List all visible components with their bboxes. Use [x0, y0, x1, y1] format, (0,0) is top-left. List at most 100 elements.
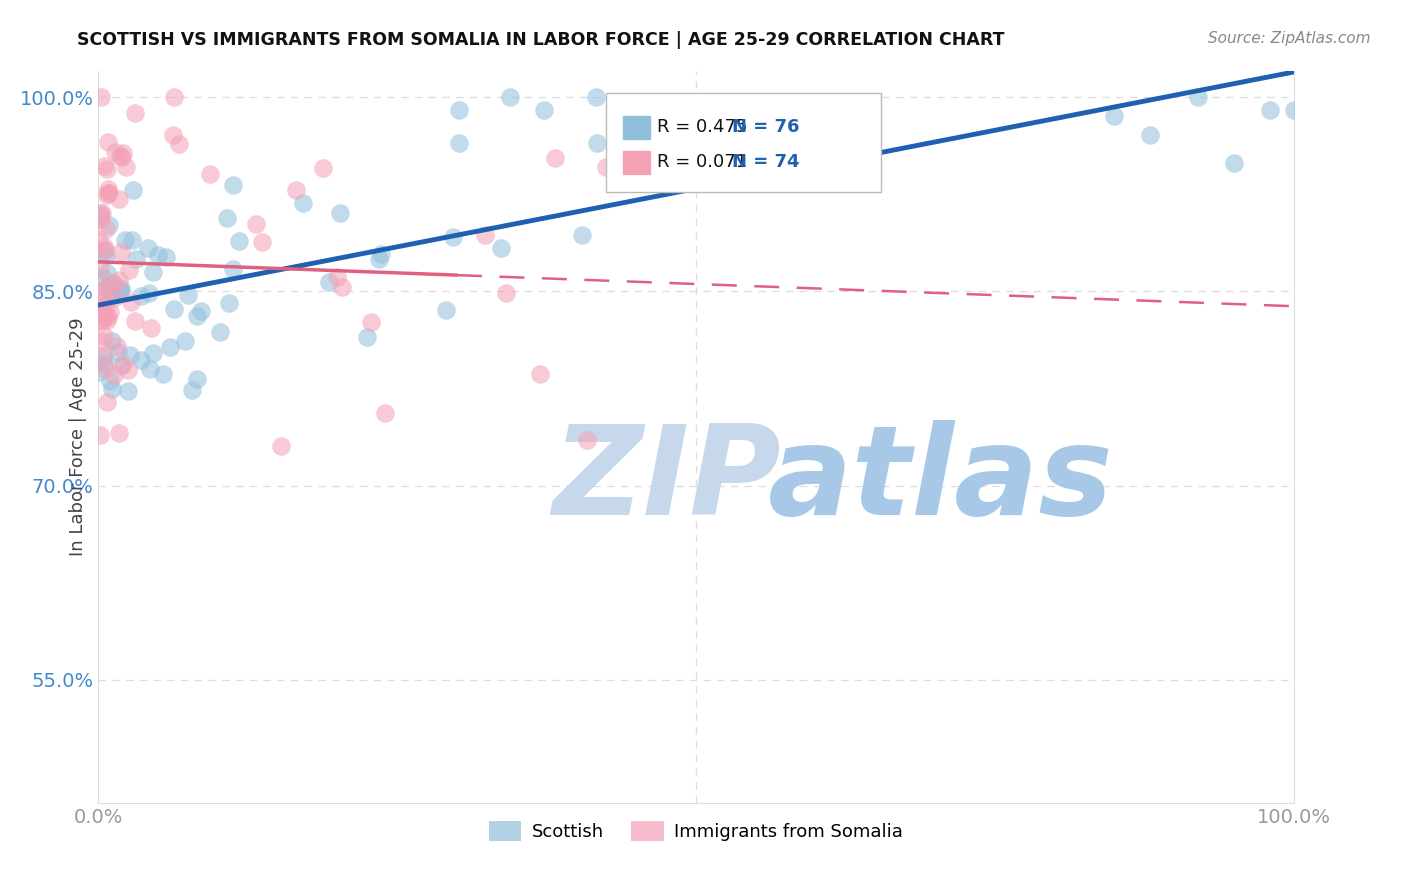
- Point: [658, 163, 681, 178]
- Point: [124, 314, 146, 328]
- Point: [91, 334, 114, 348]
- Point: [245, 217, 267, 231]
- Point: [120, 294, 142, 309]
- Point: [586, 136, 609, 151]
- Point: [108, 192, 131, 206]
- Point: [91, 349, 114, 363]
- Point: [330, 280, 353, 294]
- Point: [97, 182, 120, 196]
- Point: [110, 359, 132, 373]
- Point: [167, 137, 190, 152]
- Point: [228, 235, 250, 249]
- Point: [1258, 103, 1281, 118]
- Point: [360, 315, 382, 329]
- Point: [96, 279, 118, 293]
- Point: [111, 146, 134, 161]
- Point: [543, 151, 565, 165]
- Point: [270, 439, 292, 453]
- Point: [101, 277, 124, 291]
- FancyBboxPatch shape: [606, 94, 882, 192]
- Text: Source: ZipAtlas.com: Source: ZipAtlas.com: [1208, 31, 1371, 46]
- Point: [101, 334, 124, 348]
- Point: [159, 340, 181, 354]
- Point: [152, 367, 174, 381]
- Point: [370, 247, 392, 261]
- Point: [571, 227, 593, 242]
- Text: N = 74: N = 74: [733, 153, 800, 171]
- Point: [97, 186, 120, 200]
- Point: [326, 269, 349, 284]
- Point: [186, 372, 208, 386]
- Point: [533, 103, 555, 118]
- Point: [447, 136, 470, 150]
- Point: [529, 367, 551, 381]
- Point: [96, 309, 118, 323]
- Point: [93, 240, 115, 254]
- Point: [114, 233, 136, 247]
- Point: [108, 273, 131, 287]
- Point: [585, 90, 607, 104]
- Point: [90, 293, 112, 307]
- Legend: Scottish, Immigrants from Somalia: Scottish, Immigrants from Somalia: [481, 814, 911, 848]
- Point: [498, 90, 520, 104]
- Point: [93, 159, 115, 173]
- Point: [87, 233, 110, 247]
- Point: [91, 313, 114, 327]
- Text: N = 76: N = 76: [733, 118, 800, 136]
- Point: [91, 270, 114, 285]
- Point: [108, 283, 131, 297]
- Point: [97, 186, 120, 201]
- Point: [146, 248, 169, 262]
- Point: [112, 357, 135, 371]
- Point: [87, 306, 110, 320]
- Point: [124, 106, 146, 120]
- Text: atlas: atlas: [768, 420, 1114, 541]
- Point: [142, 346, 165, 360]
- Point: [89, 313, 111, 327]
- Point: [118, 348, 141, 362]
- Point: [93, 303, 115, 318]
- Point: [93, 244, 115, 258]
- Point: [100, 287, 122, 301]
- Point: [107, 345, 129, 359]
- Point: [222, 261, 245, 276]
- Point: [105, 339, 128, 353]
- Point: [312, 161, 335, 176]
- Point: [111, 150, 134, 164]
- Point: [96, 135, 118, 149]
- Point: [495, 285, 517, 300]
- Point: [97, 280, 120, 294]
- Point: [138, 285, 160, 300]
- Point: [96, 394, 118, 409]
- Point: [90, 212, 112, 227]
- Text: R = 0.071: R = 0.071: [657, 153, 747, 171]
- Point: [318, 276, 340, 290]
- Point: [1282, 103, 1305, 118]
- Point: [489, 241, 512, 255]
- Point: [139, 320, 162, 334]
- Point: [576, 433, 599, 447]
- Point: [215, 211, 238, 225]
- Point: [136, 241, 159, 255]
- Point: [89, 206, 111, 220]
- Point: [117, 384, 139, 398]
- Point: [96, 161, 118, 176]
- Point: [103, 368, 125, 383]
- Point: [110, 280, 132, 294]
- Point: [142, 265, 165, 279]
- Point: [139, 361, 162, 376]
- Point: [89, 365, 111, 379]
- Point: [115, 161, 138, 175]
- Point: [163, 301, 186, 316]
- Point: [97, 218, 120, 232]
- Point: [374, 406, 396, 420]
- Point: [108, 149, 131, 163]
- Point: [209, 326, 232, 340]
- Point: [121, 233, 143, 247]
- Point: [129, 289, 152, 303]
- Text: R = 0.475: R = 0.475: [657, 118, 747, 136]
- Point: [89, 262, 111, 277]
- Point: [162, 128, 184, 142]
- Point: [155, 250, 177, 264]
- Point: [441, 229, 464, 244]
